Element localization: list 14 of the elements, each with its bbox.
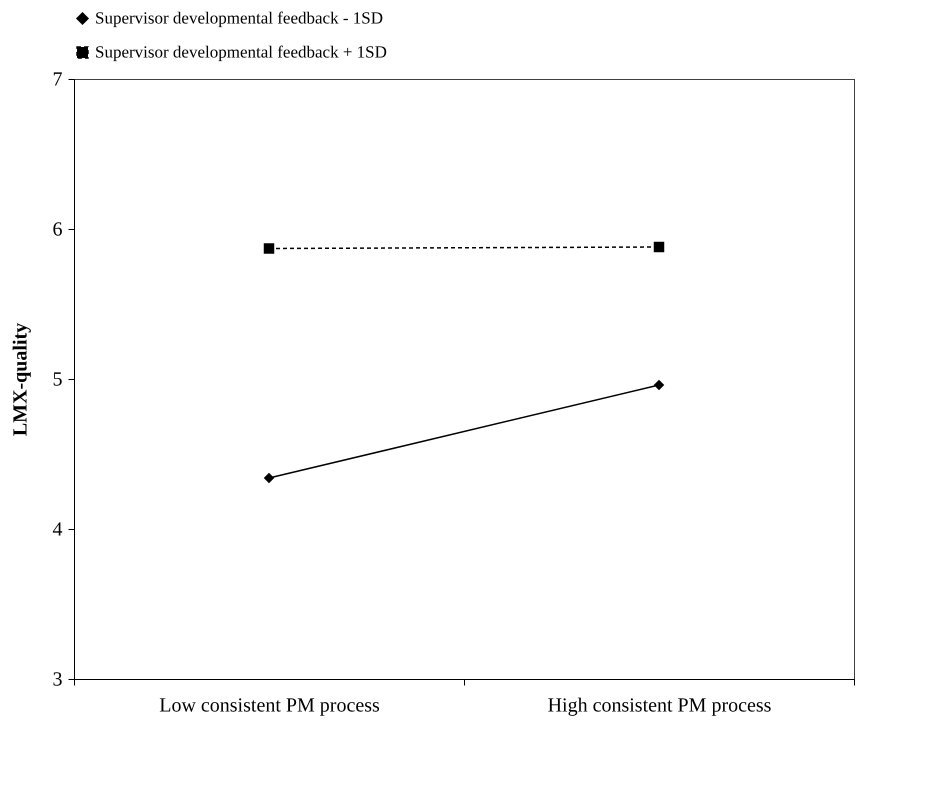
y-tick-label: 6 — [52, 218, 62, 240]
y-tick-label: 4 — [52, 518, 62, 540]
point — [264, 243, 274, 254]
legend-label: Supervisor developmental feedback + 1SD — [95, 42, 387, 62]
x-tick-label: Low consistent PM process — [159, 694, 380, 716]
point — [264, 472, 274, 484]
legend-label: Supervisor developmental feedback - 1SD — [95, 8, 383, 28]
y-tick-label: 5 — [52, 368, 62, 390]
y-tick-label: 3 — [52, 668, 62, 690]
y-tick-label: 7 — [52, 68, 62, 90]
y-axis-title: LMX-quality — [10, 322, 32, 436]
point — [654, 242, 664, 252]
point — [654, 380, 664, 390]
x-tick-label: High consistent PM process — [548, 694, 772, 716]
